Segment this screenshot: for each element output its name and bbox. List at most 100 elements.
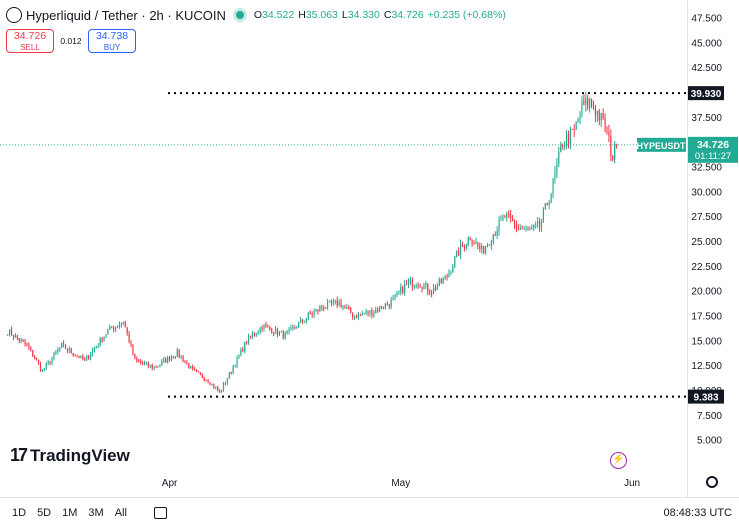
candle-body: [475, 242, 477, 245]
candle-body: [207, 380, 209, 383]
utc-clock[interactable]: 08:48:33 UTC: [663, 507, 732, 519]
candle-body: [205, 380, 207, 382]
y-tick-label: 20.000: [691, 287, 722, 298]
candle-body: [573, 129, 575, 131]
candle-body: [178, 349, 180, 357]
candle-body: [473, 243, 475, 245]
candle-body: [461, 244, 464, 247]
candle-body: [355, 316, 358, 319]
candle-body: [263, 324, 265, 330]
candle-body: [165, 359, 167, 363]
candle-body: [20, 339, 22, 341]
candle-body: [336, 300, 338, 306]
candle-body: [479, 245, 481, 250]
candle-body: [192, 366, 194, 369]
last-price-tag: [688, 136, 738, 163]
candle-body: [421, 287, 423, 290]
candle-body: [197, 371, 200, 373]
candle-body: [423, 285, 425, 290]
candle-body: [577, 119, 579, 123]
candle-body: [415, 285, 417, 287]
candle-body: [417, 285, 419, 287]
candle-body: [190, 366, 192, 369]
candle-body: [147, 362, 149, 367]
candle-body: [74, 355, 76, 357]
symbol-icon[interactable]: [6, 7, 22, 23]
tradingview-logo[interactable]: 17 TradingView: [10, 445, 130, 466]
candle-body: [298, 322, 300, 328]
candle-body: [542, 209, 544, 221]
candle-body: [485, 246, 487, 254]
candle-body: [523, 229, 525, 231]
range-5d-button[interactable]: 5D: [37, 507, 52, 519]
candle-body: [610, 136, 612, 156]
candle-body: [598, 110, 600, 121]
gear-icon[interactable]: [706, 476, 718, 488]
candle-body: [88, 355, 90, 359]
candle-body: [86, 355, 88, 360]
y-tick-label: 17.500: [691, 311, 722, 322]
trade-panel: 34.726 SELL 0.012 34.738 BUY: [6, 29, 136, 53]
candle-body: [406, 283, 408, 285]
candle-body: [151, 365, 153, 369]
candle-body: [12, 335, 15, 338]
candle-body: [323, 307, 325, 309]
level-tag: [688, 389, 724, 404]
sell-button[interactable]: 34.726 SELL: [6, 29, 54, 53]
candle-body: [14, 335, 16, 338]
candle-body: [452, 266, 454, 273]
candle-body: [506, 213, 508, 218]
candle-body: [471, 240, 473, 244]
candle-body: [540, 220, 543, 228]
candle-body: [409, 279, 412, 283]
candle-body: [538, 221, 541, 228]
candle-body: [76, 355, 78, 357]
candle-body: [115, 326, 117, 330]
candle-body: [373, 312, 375, 316]
range-3m-button[interactable]: 3M: [88, 507, 104, 519]
candle-body: [454, 256, 456, 267]
range-1m-button[interactable]: 1M: [62, 507, 78, 519]
candle-body: [221, 390, 223, 392]
candle-body: [585, 98, 587, 106]
countdown-label: 01:11:27: [695, 151, 731, 162]
lightning-icon[interactable]: ⚡: [610, 452, 627, 469]
candle-body: [159, 364, 161, 367]
candle-body: [255, 333, 257, 336]
price-chart[interactable]: 5.0007.50010.00012.50015.00017.50020.000…: [0, 0, 739, 497]
candle-body: [174, 356, 176, 358]
y-tick-label: 7.500: [697, 411, 722, 422]
candle-body: [186, 361, 188, 364]
candle-body: [28, 344, 30, 349]
buy-button[interactable]: 34.738 BUY: [88, 29, 136, 53]
candle-body: [111, 326, 113, 329]
candle-body: [286, 331, 288, 334]
calendar-icon[interactable]: [153, 507, 167, 519]
candle-body: [575, 122, 577, 131]
candle-body: [24, 341, 26, 345]
candle-body: [581, 100, 583, 115]
y-tick-label: 30.000: [691, 187, 722, 198]
candle-body: [600, 113, 602, 121]
y-tick-label: 12.500: [691, 361, 722, 372]
candle-body: [413, 285, 415, 288]
y-tick-label: 5.000: [697, 436, 722, 447]
candle-body: [458, 250, 460, 256]
candle-body: [594, 109, 597, 116]
candle-body: [132, 344, 134, 355]
candle-body: [400, 287, 402, 293]
candle-body: [546, 203, 548, 206]
candle-body: [276, 328, 279, 336]
candle-body: [157, 366, 159, 368]
range-1d-button[interactable]: 1D: [12, 507, 27, 519]
candle-body: [342, 306, 344, 308]
chart-title[interactable]: Hyperliquid / Tether · 2h · KUCOIN: [26, 7, 226, 23]
candle-body: [238, 354, 240, 358]
candle-body: [273, 333, 275, 335]
range-all-button[interactable]: All: [114, 507, 127, 519]
candle-body: [224, 382, 227, 384]
candle-body: [68, 348, 70, 351]
candle-body: [78, 356, 80, 359]
y-tick-label: 32.500: [691, 162, 722, 173]
candle-body: [222, 383, 225, 391]
